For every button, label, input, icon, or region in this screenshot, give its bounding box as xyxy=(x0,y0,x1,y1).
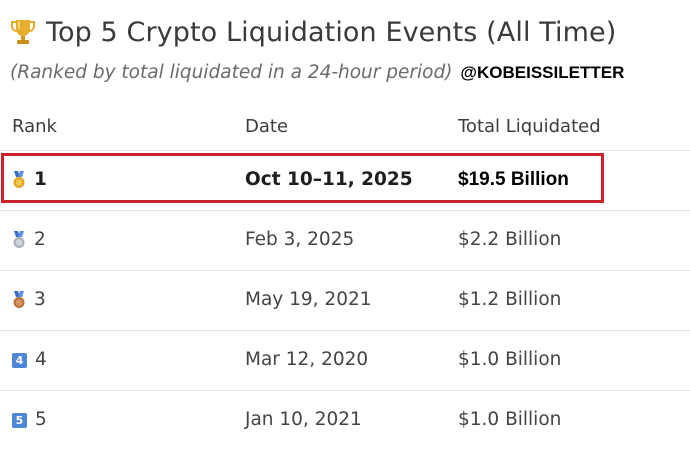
number-five-icon: 5 xyxy=(12,412,27,428)
table-row: 5 5 Jan 10, 2021 $1.0 Billion xyxy=(0,390,690,450)
table-row: 2 Feb 3, 2025 $2.2 Billion xyxy=(0,210,690,270)
total-cell: $19.5 Billion xyxy=(458,169,569,190)
rank-number: 3 xyxy=(34,289,46,310)
rank-number: 5 xyxy=(35,409,47,430)
trophy-icon xyxy=(11,20,35,44)
total-cell: $1.2 Billion xyxy=(458,289,562,310)
table-row: 3 May 19, 2021 $1.2 Billion xyxy=(0,270,690,330)
title-row: Top 5 Crypto Liquidation Events (All Tim… xyxy=(10,14,616,50)
page-title: Top 5 Crypto Liquidation Events (All Tim… xyxy=(46,16,617,48)
column-header-date: Date xyxy=(245,116,289,137)
total-cell: $1.0 Billion xyxy=(458,349,562,370)
subtitle-row: (Ranked by total liquidated in a 24-hour… xyxy=(10,62,624,83)
row-divider xyxy=(0,390,690,391)
rank-cell: 2 xyxy=(12,210,46,270)
author-handle: @KOBEISSILETTER xyxy=(460,63,625,82)
column-header-total: Total Liquidated xyxy=(458,116,601,137)
date-cell: Feb 3, 2025 xyxy=(245,229,355,250)
column-header-rank: Rank xyxy=(12,116,57,137)
silver-medal-icon xyxy=(13,231,25,248)
total-cell: $2.2 Billion xyxy=(458,229,562,250)
date-cell: Mar 12, 2020 xyxy=(245,349,369,370)
row-divider xyxy=(0,210,690,211)
rank-number: 1 xyxy=(34,169,47,190)
date-cell: Oct 10–11, 2025 xyxy=(245,169,413,190)
total-cell: $1.0 Billion xyxy=(458,409,562,430)
header-divider xyxy=(0,150,690,151)
rank-number: 2 xyxy=(34,229,46,250)
subtitle: (Ranked by total liquidated in a 24-hour… xyxy=(10,62,453,83)
bronze-medal-icon xyxy=(13,291,25,308)
date-cell: Jan 10, 2021 xyxy=(245,409,362,430)
row-divider xyxy=(0,270,690,271)
gold-medal-icon xyxy=(13,171,25,188)
rank-cell: 4 4 xyxy=(12,330,47,390)
rank-cell: 1 xyxy=(12,150,47,210)
rank-number: 4 xyxy=(35,349,47,370)
rank-cell: 5 5 xyxy=(12,390,47,450)
number-four-icon: 4 xyxy=(12,352,27,368)
table-row: 1 Oct 10–11, 2025 $19.5 Billion xyxy=(0,150,690,210)
date-cell: May 19, 2021 xyxy=(245,289,372,310)
row-divider xyxy=(0,330,690,331)
rank-cell: 3 xyxy=(12,270,46,330)
table-row: 4 4 Mar 12, 2020 $1.0 Billion xyxy=(0,330,690,390)
